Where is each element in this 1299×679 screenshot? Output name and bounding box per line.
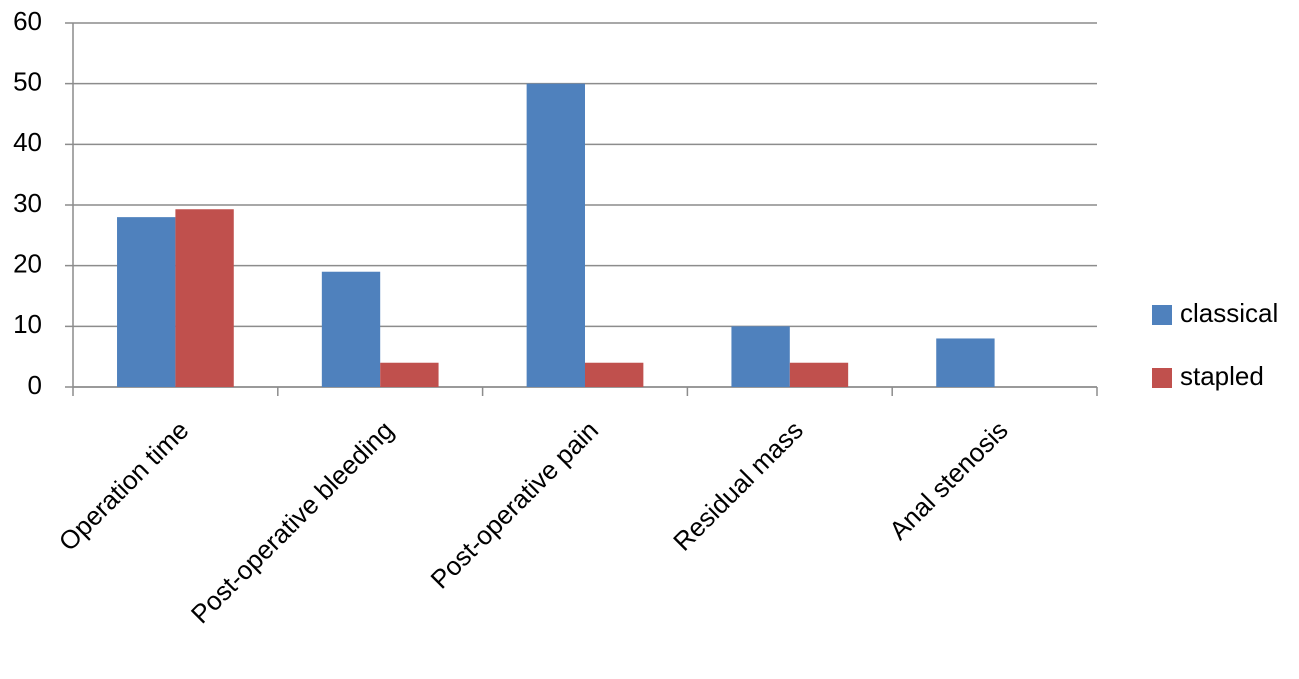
bar — [380, 362, 439, 387]
x-tick-label: Anal stenosis — [883, 415, 1014, 546]
bar — [789, 362, 849, 387]
bar — [117, 217, 176, 387]
bar — [936, 338, 995, 387]
bar — [585, 362, 644, 387]
legend-swatch — [1152, 368, 1172, 388]
x-tick-label: Post-operative bleeding — [185, 415, 399, 629]
y-tick-label: 0 — [28, 370, 42, 400]
y-tick-label: 30 — [13, 188, 42, 218]
y-tick-label: 50 — [13, 67, 42, 97]
bar — [175, 209, 234, 387]
x-tick-label: Operation time — [53, 415, 195, 557]
legend-label: classical — [1180, 298, 1278, 328]
y-tick-label: 60 — [13, 6, 42, 36]
y-tick-label: 20 — [13, 249, 42, 279]
x-tick-label: Residual mass — [667, 415, 809, 557]
y-tick-label: 10 — [13, 309, 42, 339]
legend-swatch — [1152, 305, 1172, 325]
bar — [321, 271, 381, 387]
bar — [526, 83, 585, 388]
legend-label: stapled — [1180, 361, 1264, 391]
x-tick-label: Post-operative pain — [424, 415, 604, 595]
y-tick-label: 40 — [13, 127, 42, 157]
bar — [731, 326, 790, 387]
